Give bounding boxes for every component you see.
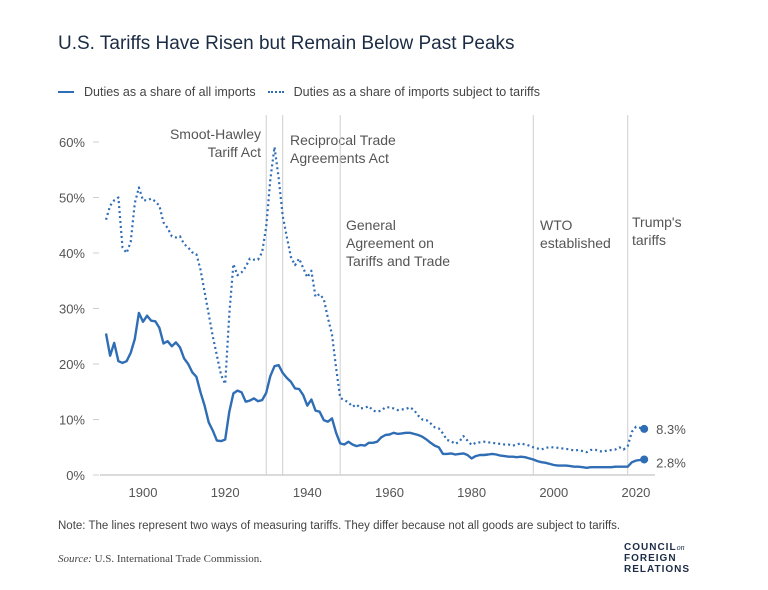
event-annotation: General <box>346 217 396 233</box>
x-tick-label: 1940 <box>293 485 322 500</box>
legend-swatch-dotted <box>267 91 284 93</box>
x-tick-label: 2000 <box>539 485 568 500</box>
event-annotation: WTO <box>540 217 573 233</box>
legend-label-subject-imports: Duties as a share of imports subject to … <box>293 85 541 99</box>
y-tick-label: 60% <box>59 135 85 150</box>
x-tick-label: 1960 <box>375 485 404 500</box>
y-tick-label: 40% <box>59 246 85 261</box>
y-tick-label: 20% <box>59 357 85 372</box>
chart-source: Source: U.S. International Trade Commiss… <box>58 553 262 565</box>
event-annotation: Trump's <box>632 214 682 230</box>
source-label: Source: <box>58 553 92 565</box>
y-tick-label: 30% <box>59 302 85 317</box>
x-tick-label: 1920 <box>211 485 240 500</box>
chart-title: U.S. Tariffs Have Risen but Remain Below… <box>58 33 515 54</box>
x-tick-label: 1980 <box>457 485 486 500</box>
series-end-point <box>640 424 649 433</box>
y-tick-label: 0% <box>66 468 85 483</box>
event-annotation: Tariff Act <box>208 144 262 160</box>
legend: Duties as a share of all imports Duties … <box>58 85 540 99</box>
cfr-logo: COUNCILon FOREIGN RELATIONS <box>624 542 691 575</box>
series-end-point <box>640 455 649 464</box>
event-annotation: tariffs <box>632 232 666 248</box>
series-line-subject-imports <box>104 145 645 454</box>
series-end-label: 2.8% <box>656 455 686 470</box>
x-tick-label: 2020 <box>621 485 650 500</box>
series-end-label: 8.3% <box>656 422 686 437</box>
source-text: U.S. International Trade Commission. <box>94 553 263 565</box>
y-tick-label: 10% <box>59 413 85 428</box>
legend-swatch-solid <box>58 91 74 93</box>
event-annotation: Agreement on <box>346 235 434 251</box>
y-tick-label: 50% <box>59 191 85 206</box>
chart-note: Note: The lines represent two ways of me… <box>58 520 621 532</box>
series-line-all-imports <box>104 311 645 469</box>
legend-label-all-imports: Duties as a share of all imports <box>84 85 256 99</box>
event-annotation: Tariffs and Trade <box>346 253 450 269</box>
x-tick-label: 1900 <box>129 485 158 500</box>
event-annotation: Reciprocal Trade <box>290 132 396 148</box>
event-annotation: Agreements Act <box>290 150 389 166</box>
event-annotation: Smoot-Hawley <box>170 126 261 142</box>
event-annotation: established <box>540 235 611 251</box>
